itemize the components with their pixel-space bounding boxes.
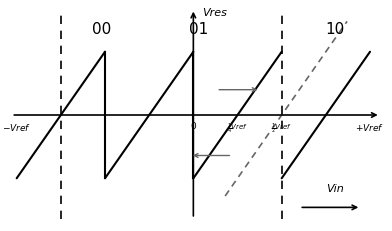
Text: Vin: Vin <box>326 184 343 194</box>
Text: 0: 0 <box>191 122 196 131</box>
Text: $-Vref$: $-Vref$ <box>2 122 31 133</box>
Text: 00: 00 <box>92 22 111 37</box>
Text: 01: 01 <box>189 22 208 37</box>
Text: 10: 10 <box>325 22 344 37</box>
Text: $+Vref$: $+Vref$ <box>356 122 385 133</box>
Text: $\frac{1}{2}Vref$: $\frac{1}{2}Vref$ <box>271 122 292 136</box>
Text: $\frac{1}{4}Vref$: $\frac{1}{4}Vref$ <box>227 122 248 136</box>
Text: Vres: Vres <box>202 8 227 18</box>
